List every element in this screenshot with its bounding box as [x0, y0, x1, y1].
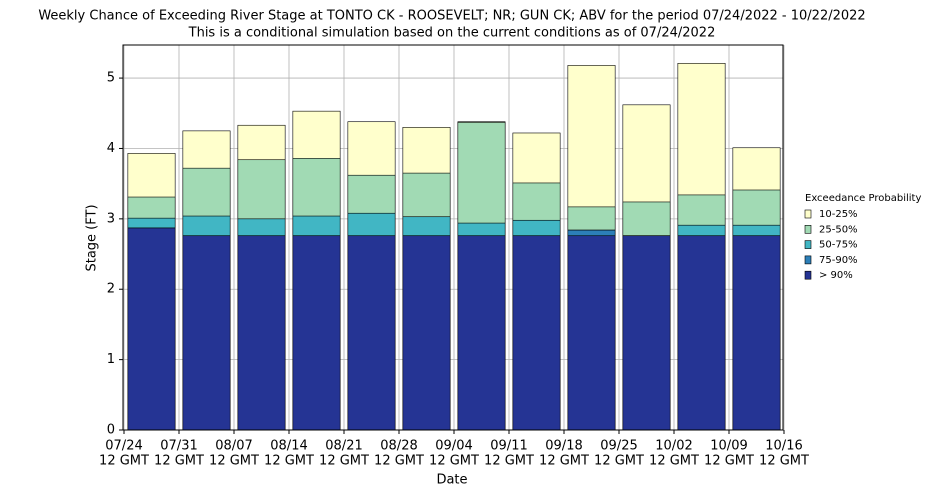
x-tick-label: 07/31 [160, 439, 197, 454]
bar [402, 235, 451, 431]
x-tick-label: 09/04 [435, 439, 472, 454]
x-tick-label: 10/09 [710, 439, 747, 454]
x-tick-label: 12 GMT [264, 454, 314, 469]
y-tick-label: 1 [107, 352, 115, 367]
x-tick-label: 09/25 [600, 439, 637, 454]
x-tick-label: 10/02 [655, 439, 692, 454]
x-tick-label: 12 GMT [429, 454, 479, 469]
y-tick-label: 3 [107, 211, 115, 226]
x-tick-label: 12 GMT [649, 454, 699, 469]
x-tick-label: 08/21 [325, 439, 362, 454]
x-tick-label: 12 GMT [374, 454, 424, 469]
x-tick-label: 12 GMT [99, 454, 149, 469]
bar [127, 227, 176, 431]
legend-swatch [804, 255, 812, 265]
x-tick-label: 12 GMT [209, 454, 259, 469]
x-tick-label: 08/14 [270, 439, 307, 454]
x-tick-label: 08/28 [380, 439, 417, 454]
bar [237, 235, 286, 431]
bar [512, 235, 561, 431]
legend-label: 50-75% [819, 240, 858, 251]
bar [182, 235, 231, 431]
legend-swatch [804, 240, 812, 249]
x-tick-label: 12 GMT [484, 454, 534, 469]
x-tick-label: 12 GMT [539, 454, 589, 469]
bar [347, 235, 396, 431]
x-tick-label: 12 GMT [704, 454, 754, 469]
y-tick-label: 0 [107, 423, 115, 438]
bar [622, 235, 671, 431]
chart-subtitle: This is a conditional simulation based o… [188, 26, 716, 41]
x-tick-label: 07/24 [105, 439, 142, 454]
legend-label: 25-50% [819, 224, 858, 235]
legend-label: > 90% [819, 270, 853, 281]
x-tick-label: 12 GMT [154, 454, 204, 469]
legend-swatch [804, 209, 812, 219]
legend-label: 10-25% [819, 209, 858, 220]
y-axis-label: Stage (FT) [85, 204, 100, 271]
bar [292, 235, 341, 431]
legend-swatch [804, 270, 812, 280]
x-tick-label: 09/11 [490, 439, 527, 454]
legend-label: 75-90% [819, 255, 858, 266]
bar [677, 235, 726, 431]
x-axis-label: Date [436, 473, 467, 488]
y-tick-label: 5 [107, 71, 115, 86]
legend-swatch [804, 225, 812, 234]
x-tick-label: 09/18 [545, 439, 582, 454]
bar [567, 235, 616, 431]
x-tick-label: 12 GMT [759, 454, 809, 469]
bar [457, 235, 506, 431]
x-tick-label: 08/07 [215, 439, 252, 454]
bar [732, 235, 781, 431]
y-tick-label: 4 [107, 141, 115, 156]
chart-title: Weekly Chance of Exceeding River Stage a… [38, 9, 865, 24]
legend-title: Exceedance Probability [805, 193, 921, 204]
x-tick-label: 10/16 [765, 439, 802, 454]
x-tick-label: 12 GMT [594, 454, 644, 469]
y-tick-label: 2 [107, 282, 115, 297]
x-tick-label: 12 GMT [319, 454, 369, 469]
plot-frame [122, 44, 784, 431]
